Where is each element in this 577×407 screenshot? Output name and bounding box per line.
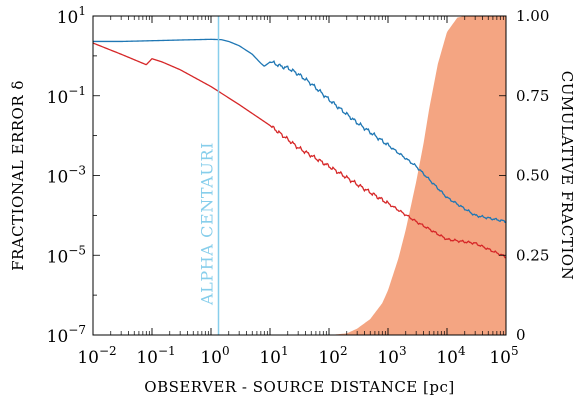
x-tick-label: 102 xyxy=(318,344,347,368)
y-axis-title-right: CUMULATIVE FRACTION xyxy=(558,71,576,280)
series-line-red xyxy=(92,42,507,259)
x-tick-label: 105 xyxy=(489,344,518,368)
y-right-tick-label: 1.00 xyxy=(516,7,549,25)
x-tick-label: 10−2 xyxy=(77,344,116,368)
y-right-tick-label: 0.50 xyxy=(516,167,549,185)
tick-labels: 10−2 10−1 100 101 102 103 104 105 101 10−1 10−3 10−… xyxy=(47,4,550,368)
x-tick-label: 103 xyxy=(377,344,406,368)
y-left-tick-label: 10−3 xyxy=(47,164,86,188)
y-left-tick-label: 10−7 xyxy=(47,323,86,347)
plot-frame xyxy=(92,15,507,336)
plot-area: ALPHA CENTAURI xyxy=(92,16,507,335)
y-left-tick-label: 10−1 xyxy=(47,84,86,108)
y-right-tick-label: 0.75 xyxy=(516,87,549,105)
series-line-blue xyxy=(93,38,507,223)
alpha-centauri-label: ALPHA CENTAURI xyxy=(197,142,216,306)
x-tick-label: 101 xyxy=(259,344,288,368)
x-tick-label: 10−1 xyxy=(136,344,175,368)
y-left-tick-label: 101 xyxy=(57,4,86,28)
y-left-tick-label: 10−5 xyxy=(47,243,86,267)
x-tick-label: 100 xyxy=(200,344,229,368)
x-tick-label: 104 xyxy=(436,344,466,368)
x-axis-title: OBSERVER - SOURCE DISTANCE [pc] xyxy=(144,378,454,396)
y-right-tick-label: 0.25 xyxy=(516,246,549,264)
y-right-tick-label: 0 xyxy=(516,326,526,344)
y-axis-title-left: FRACTIONAL ERROR δ xyxy=(9,80,27,271)
cumulative-fraction-area xyxy=(329,16,506,335)
